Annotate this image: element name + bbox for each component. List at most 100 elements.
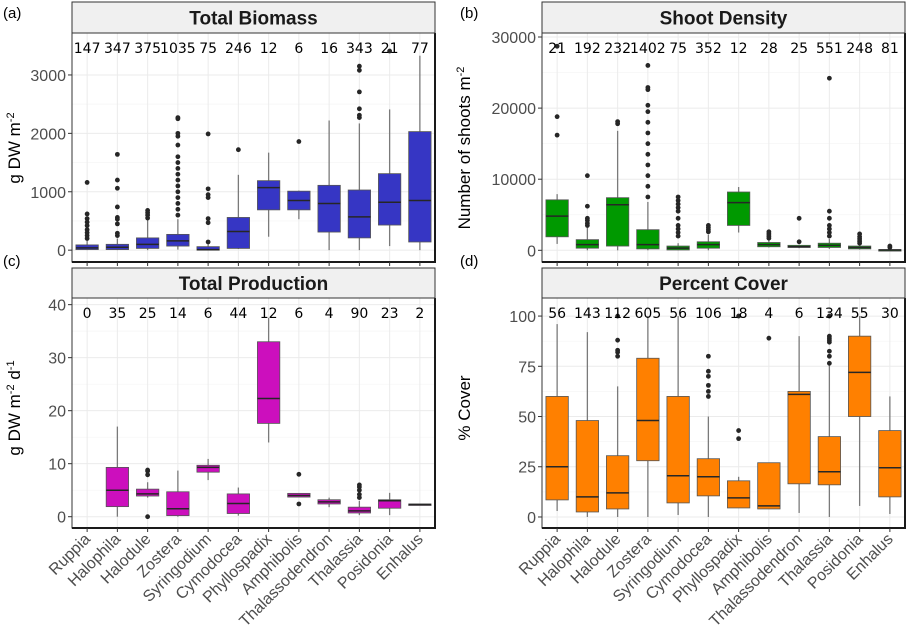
panel-d: (d) 56 143 112 605 56 106 18 4 6 134 55 30 Percent Co… xyxy=(455,253,906,630)
y-axis-title-base: % Cover xyxy=(455,375,474,441)
outlier-point xyxy=(675,215,681,221)
panel-a: (a) 147 347 375 1035 75 246 12 6 16 343 21 77 Total B… xyxy=(3,1,436,266)
outlier-point xyxy=(356,106,362,112)
outlier-point xyxy=(175,206,181,212)
sample-count-label: 77 xyxy=(411,41,429,57)
y-tick-label: 10 xyxy=(48,457,66,474)
iqr-box xyxy=(727,191,751,226)
outlier-point xyxy=(584,173,590,179)
box-enhalus xyxy=(878,243,902,252)
outlier-point xyxy=(175,154,181,160)
facet-title: Percent Cover xyxy=(659,274,788,295)
outlier-point xyxy=(826,226,832,232)
outlier-point xyxy=(826,348,832,354)
y-tick-label: 20 xyxy=(48,404,66,421)
panel-label: (d) xyxy=(460,253,478,270)
sample-count-label: 6 xyxy=(795,306,804,322)
outlier-point xyxy=(175,130,181,136)
box-halodule xyxy=(136,467,160,520)
outlier-point xyxy=(675,205,681,211)
outlier-point xyxy=(705,394,711,399)
sample-count-label: 4 xyxy=(325,306,334,322)
outlier-point xyxy=(84,216,90,222)
outlier-point xyxy=(705,353,711,359)
outlier-point xyxy=(175,177,181,183)
box-enhalus xyxy=(408,55,432,251)
y-axis-title-base: g DW m xyxy=(5,394,24,455)
plot-background xyxy=(72,33,435,262)
outlier-point xyxy=(675,230,681,235)
outlier-point xyxy=(175,189,181,195)
sample-count-label: 12 xyxy=(730,41,748,57)
y-tick-label: 3000 xyxy=(30,68,66,85)
box-posidonia xyxy=(378,48,402,247)
box-thalassodendron xyxy=(317,120,341,251)
outlier-point xyxy=(554,132,560,138)
outlier-point xyxy=(826,360,832,366)
iqr-box xyxy=(545,199,569,238)
outlier-point xyxy=(554,43,560,49)
iqr-box xyxy=(545,396,569,501)
outlier-point xyxy=(175,201,181,206)
y-tick-label: 1000 xyxy=(30,185,66,202)
sample-count-label: 347 xyxy=(104,41,131,57)
facet-strip xyxy=(541,1,906,34)
facet-strip xyxy=(541,267,906,299)
sample-count-label: 16 xyxy=(320,41,338,57)
outlier-point xyxy=(615,353,621,359)
outlier-point xyxy=(114,215,120,220)
outlier-point xyxy=(356,482,362,488)
sample-count-label: 21 xyxy=(381,41,399,57)
iqr-box xyxy=(196,464,220,473)
box-zostera xyxy=(636,63,660,251)
outlier-point xyxy=(796,239,802,245)
y-tick-label: 75 xyxy=(518,359,536,376)
outlier-point xyxy=(675,208,681,214)
outlier-point xyxy=(235,147,241,153)
y-tick-label: 10000 xyxy=(492,172,537,189)
box-zostera xyxy=(636,316,660,517)
y-tick-label: 2000 xyxy=(30,126,66,143)
sample-count-label: 55 xyxy=(851,306,869,322)
sample-count-label: 6 xyxy=(204,306,213,322)
iqr-box xyxy=(136,237,160,249)
outlier-point xyxy=(826,333,832,339)
sample-count-label: 0 xyxy=(83,306,92,322)
sample-count-label: 90 xyxy=(350,306,368,322)
outlier-point xyxy=(114,185,120,191)
outlier-point xyxy=(675,201,681,207)
box-syringodium xyxy=(196,458,220,481)
sample-count-label: 56 xyxy=(548,306,566,322)
outlier-point xyxy=(175,142,181,148)
sample-count-label: 248 xyxy=(846,41,873,57)
iqr-box xyxy=(727,480,751,509)
sample-count-label: 6 xyxy=(294,306,303,322)
outlier-point xyxy=(356,89,362,95)
box-syringodium xyxy=(666,194,690,251)
iqr-box xyxy=(347,506,371,514)
outlier-point xyxy=(645,130,651,136)
plot-background xyxy=(542,33,905,262)
outlier-point xyxy=(296,501,302,507)
box-ruppia xyxy=(545,43,569,244)
iqr-box xyxy=(408,131,432,243)
outlier-point xyxy=(356,492,362,497)
sample-count-label: 14 xyxy=(169,306,187,322)
sample-count-label: 75 xyxy=(669,41,687,57)
outlier-point xyxy=(175,171,181,177)
iqr-box xyxy=(606,197,630,247)
y-tick-label: 0 xyxy=(57,510,66,527)
box-halophila xyxy=(575,173,599,251)
outlier-point xyxy=(736,436,742,442)
outlier-point xyxy=(84,223,90,229)
outlier-point xyxy=(675,198,681,203)
box-amphibolis xyxy=(757,335,781,510)
outlier-point xyxy=(645,183,651,189)
box-syringodium xyxy=(666,316,690,515)
sample-count-label: 1035 xyxy=(160,41,196,57)
sample-count-label: 23 xyxy=(381,306,399,322)
y-axis-title: Number of shoots m-2 xyxy=(455,67,474,230)
facet-strip xyxy=(71,1,436,34)
outlier-point xyxy=(114,204,120,210)
outlier-point xyxy=(705,223,711,228)
